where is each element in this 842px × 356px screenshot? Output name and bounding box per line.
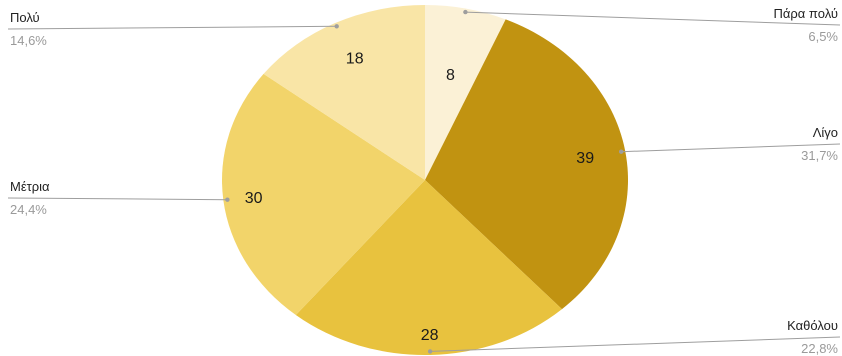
slice-label-ligo: Λίγο [813, 125, 838, 140]
leader-dot-ligo [619, 149, 624, 154]
slice-percent-para-poly: 6,5% [808, 29, 838, 44]
slice-percent-ligo: 31,7% [801, 148, 838, 163]
leader-dot-para-poly [463, 9, 468, 15]
slice-value-para-poly: 8 [446, 67, 455, 84]
slice-percent-metria: 24,4% [10, 202, 47, 217]
pie-slice-poly [263, 5, 425, 180]
leader-line-poly [7, 25, 337, 30]
leader-dot-metria [225, 197, 230, 202]
pie-slice-metria [222, 73, 425, 316]
pie-slice-para-poly [425, 4, 506, 180]
pie-slices [222, 4, 629, 356]
slice-percent-poly: 14,6% [10, 33, 47, 48]
leader-line-para-poly [465, 11, 841, 26]
leader-dot-katholou [427, 349, 433, 354]
slice-value-poly: 18 [346, 51, 364, 68]
slice-value-katholou: 28 [421, 327, 439, 344]
leader-line-metria [7, 197, 228, 201]
pie-slice-katholou [295, 180, 562, 356]
leader-lines [7, 9, 841, 354]
leader-dot-poly [334, 24, 339, 29]
leader-line-katholou [430, 336, 841, 352]
slice-label-para-poly: Πάρα πολύ [774, 6, 839, 21]
leader-line-ligo [621, 143, 841, 153]
slice-percent-katholou: 22,8% [801, 341, 838, 356]
slice-label-poly: Πολύ [10, 10, 40, 25]
slice-value-metria: 30 [245, 190, 263, 207]
slice-values: 8 39 28 30 18 [245, 51, 594, 344]
slice-value-ligo: 39 [576, 150, 594, 167]
slice-label-metria: Μέτρια [10, 179, 50, 194]
slice-label-katholou: Καθόλου [787, 318, 838, 333]
slice-labels: Πάρα πολύ 6,5% Λίγο 31,7% Καθόλου 22,8% Μέτρια… [10, 6, 838, 356]
pie-slice-ligo [425, 19, 629, 310]
